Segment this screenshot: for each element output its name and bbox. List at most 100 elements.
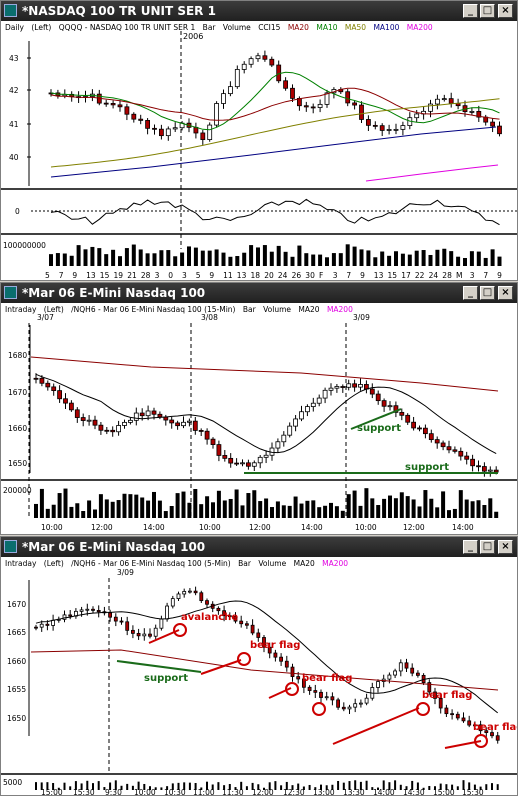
volume-bar [118,256,122,266]
volume-bar [40,782,43,790]
maximize-button[interactable]: □ [480,4,495,18]
time-tick-label: 15:30 [462,788,484,796]
volume-bar [416,782,419,790]
bear-flag-trendline [332,707,420,745]
candle-body [387,674,392,680]
volume-bar [373,257,378,266]
volume-bar [456,256,461,266]
volume-bar [334,506,339,518]
candle-body [145,410,151,417]
price-tick-label: 1655 [7,685,26,694]
volume-bar [304,253,309,266]
candle-body [279,656,284,662]
close-button[interactable]: × [498,286,513,300]
candle-body [411,421,417,429]
candle-body [176,593,181,600]
candle-body [267,646,272,654]
volume-bar [194,783,197,790]
window-titlebar[interactable]: *Mar 06 E-Mini Nasdaq 100 _ □ × [1,537,517,557]
intraday-15min-chart: 3/07 3/08 3/09 1680 1670 1660 1650 support suppo… [1,313,517,532]
volume-bar [63,488,68,518]
candle-body [110,102,116,106]
candle-body [234,462,240,465]
date-tick-label: 9 [72,271,77,280]
volume-bar [131,785,134,790]
pattern-circle [312,702,326,716]
close-button[interactable]: × [498,4,513,18]
minimize-button[interactable]: _ [463,286,478,300]
volume-bar [439,783,442,790]
volume-bar [205,496,210,518]
date-tick-label: 13 [374,271,384,280]
volume-bar [380,251,385,266]
volume-bar [297,245,302,266]
close-button[interactable]: × [498,540,513,554]
volume-bar [223,785,226,790]
candle-body [346,383,352,388]
minimize-button[interactable]: _ [463,540,478,554]
volume-bar [83,249,88,266]
time-tick-label: 14:30 [403,788,425,796]
volume-bar [173,256,178,266]
candle-body [476,110,482,118]
volume-bar [387,255,392,266]
cci-label: CCI15 [258,23,281,32]
volume-bar [354,780,357,790]
volume-bar [464,499,469,518]
maximize-button[interactable]: □ [480,540,495,554]
window-titlebar[interactable]: *Mar 06 E-Mini Nasdaq 100 _ □ × [1,283,517,303]
time-tick-label: 10:00 [41,523,63,532]
candle-body [410,667,415,674]
candle-body [476,465,481,468]
volume-bar [180,252,185,266]
volume-bar [468,782,471,790]
support-annotation: support [405,462,449,473]
candle-body [417,427,422,430]
candle-body [157,413,163,418]
candle-body [34,626,38,629]
volume-bar [325,785,328,790]
avalanche-annotation: avalanche [181,612,238,623]
date-tick-label: 20 [264,271,274,280]
candle-body [387,405,393,408]
volume-bar [302,786,305,790]
volume-bar [458,490,463,518]
volume-bar [311,500,316,518]
date-tick-label: 5 [196,271,201,280]
volume-bar [445,784,448,790]
scale-label: (Left) [43,305,64,314]
volume-bar [411,499,416,518]
support-annotation: support [357,423,401,434]
volume-bar [87,500,92,518]
candle-body [142,633,147,637]
candle-body [450,713,455,716]
candle-body [151,410,157,415]
candle-body [364,697,369,704]
candle-body [159,618,164,629]
volume-bar [276,245,281,266]
volume-bar [140,497,145,518]
candle-body [358,384,363,388]
volume-bar [149,786,151,790]
volume-bar [154,787,157,790]
volume-bar [39,488,44,518]
maximize-button[interactable]: □ [480,286,495,300]
ma50-label: MA50 [344,23,367,32]
price-tick-label: 41 [9,120,19,129]
volume-bar [81,511,86,518]
volume-bar [152,253,157,266]
candle-body [490,121,496,127]
minimize-button[interactable]: _ [463,4,478,18]
candle-body [227,615,232,618]
volume-bar [188,782,191,790]
candle-body [347,706,352,710]
volume-bar [74,781,77,790]
volume-bar [116,500,121,518]
candle-body [165,128,171,137]
volume-bar [57,493,62,518]
candle-body [200,132,206,140]
chart-window-icon [4,540,17,553]
window-titlebar[interactable]: *NASDAQ 100 TR UNIT SER 1 _ □ × [1,1,517,21]
volume-bar [171,783,174,790]
day-label: 3/09 [117,568,134,577]
